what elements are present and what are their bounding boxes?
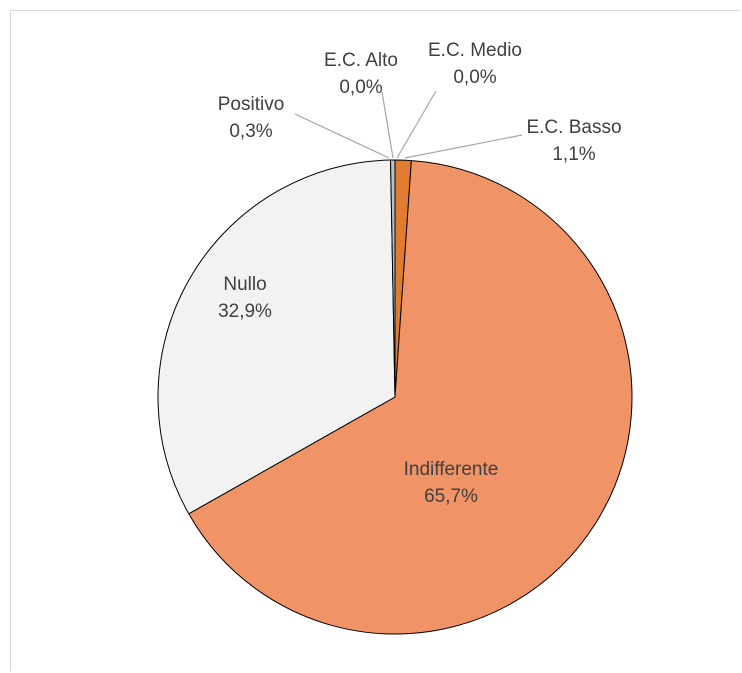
slice-label-e-c-alto: E.C. Alto — [324, 50, 398, 71]
pie-slice-positivo — [390, 159, 396, 398]
pie-slices — [157, 159, 633, 635]
pie-slice-nullo — [157, 159, 396, 515]
leader-line-e-c-alto — [381, 91, 394, 159]
slice-label-indifferente: Indifferente — [404, 459, 499, 480]
slice-label-e-c-medio: E.C. Medio — [428, 40, 522, 61]
slice-label-positivo: Positivo — [218, 94, 285, 115]
slice-value-e-c-medio: 0,0% — [453, 67, 496, 88]
leader-line-e-c-basso — [404, 134, 523, 159]
leader-line-e-c-medio — [396, 90, 437, 159]
slice-value-e-c-alto: 0,0% — [339, 77, 382, 98]
slice-label-nullo: Nullo — [223, 274, 266, 295]
slice-value-nullo: 32,9% — [218, 301, 272, 322]
slice-value-positivo: 0,3% — [229, 121, 272, 142]
slice-labels: E.C. Alto 0,0% E.C. Medio 0,0% E.C. Basso 1,1… — [218, 40, 622, 507]
pie-slice-indifferente — [188, 160, 633, 635]
slice-label-e-c-basso: E.C. Basso — [526, 117, 621, 138]
slice-value-indifferente: 65,7% — [424, 486, 478, 507]
leader-line-positivo — [294, 113, 390, 159]
slice-value-e-c-basso: 1,1% — [552, 144, 595, 165]
leader-lines — [294, 90, 523, 159]
chart-frame — [10, 10, 740, 671]
